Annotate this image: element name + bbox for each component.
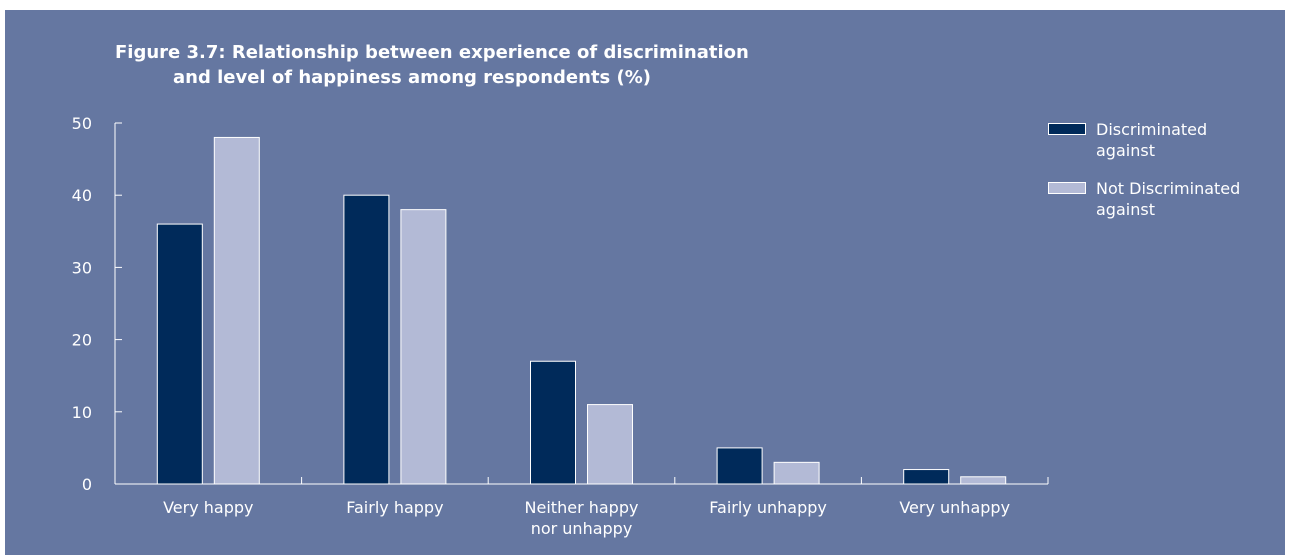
legend-label-not-discriminated-line-1: Not Discriminated: [1096, 179, 1241, 198]
bar-discriminated-4: [903, 469, 950, 485]
bar-discriminated-2: [530, 360, 576, 485]
chart-title-line-1: Figure 3.7: Relationship between experie…: [115, 42, 749, 63]
legend-label-not-discriminated-line-2: against: [1096, 200, 1155, 219]
chart-title: Figure 3.7: Relationship between experie…: [115, 40, 749, 90]
legend-label-discriminated: Discriminated against: [1096, 119, 1290, 161]
x-tick-label-1: Fairly happy: [346, 498, 443, 517]
y-tick-label-0: 0: [82, 475, 92, 494]
legend-swatch-not-discriminated: [1048, 182, 1086, 194]
bar-discriminated-3: [716, 447, 763, 485]
x-tick-label-4: Very unhappy: [899, 498, 1010, 517]
legend-label-not-discriminated: Not Discriminated against: [1096, 178, 1290, 220]
y-tick-label-4: 40: [72, 186, 92, 205]
bar-discriminated-0: [156, 223, 203, 485]
legend-swatch-discriminated: [1048, 123, 1086, 135]
y-tick-label-1: 10: [72, 403, 92, 422]
bar-not-discriminated-0: [213, 136, 260, 485]
x-tick-label-3: Fairly unhappy: [709, 498, 827, 517]
legend-label-discriminated-line-1: Discriminated: [1096, 120, 1208, 139]
y-tick-label-2: 20: [72, 331, 92, 350]
chart-title-line-2: and level of happiness among respondents…: [173, 67, 652, 88]
bar-not-discriminated-1: [400, 209, 447, 485]
x-tick-label-2-line-1: Neither happy: [525, 498, 639, 517]
bar-not-discriminated-2: [587, 404, 633, 485]
y-tick-label-3: 30: [72, 258, 92, 277]
bar-not-discriminated-4: [960, 476, 1007, 485]
x-tick-label-0: Very happy: [163, 498, 253, 517]
bar-discriminated-1: [343, 194, 390, 485]
x-tick-label-2-line-2: nor unhappy: [531, 519, 633, 538]
bar-not-discriminated-3: [773, 461, 820, 485]
y-tick-label-5: 50: [72, 114, 92, 133]
legend-label-discriminated-line-2: against: [1096, 141, 1155, 160]
